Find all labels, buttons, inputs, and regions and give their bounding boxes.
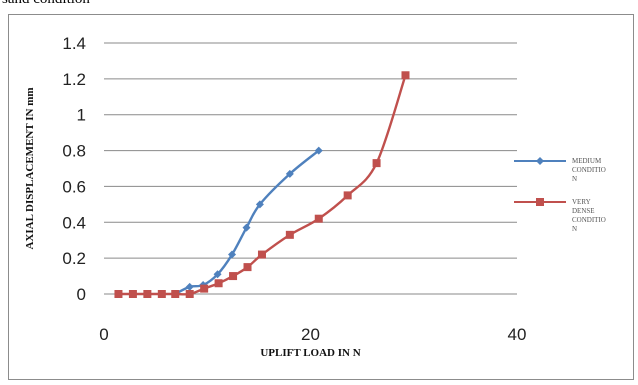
data-point-diamond [228,250,237,259]
y-tick-label: 1 [77,106,86,125]
y-tick-label: 1.4 [62,34,86,53]
data-point-square [536,198,544,206]
x-tick-label: 0 [99,325,108,344]
data-point-diamond [314,146,323,155]
data-point-diamond [242,223,251,232]
y-tick-label: 0.2 [62,249,86,268]
y-tick-label: 0.4 [62,213,86,232]
series-line [118,74,407,296]
data-point-square [128,290,137,298]
legend-label: DENSE [572,207,595,215]
legend-label: N [572,225,577,233]
data-point-diamond [536,157,544,165]
legend-label: N [572,175,577,183]
data-point-square [200,284,209,293]
data-point-square [257,250,266,259]
data-point-square [343,191,352,200]
y-tick-label: 1.2 [62,70,86,89]
data-point-diamond [255,200,264,209]
data-point-square [157,290,166,298]
data-point-square [285,230,294,239]
legend-label: VERY [572,198,591,206]
x-tick-label: 40 [508,325,527,344]
data-point-square [114,290,123,298]
legend-label: CONDITIO [572,216,606,224]
data-point-square [143,290,152,298]
y-axis-title: AXIAL DISPLACEMENT IN mm [24,87,36,249]
series-layer [114,71,410,298]
legend-label: MEDIUM [572,157,602,165]
data-point-square [243,263,252,272]
y-tick-label: 0.6 [62,177,86,196]
y-tick-labels: 0 0.2 0.4 0.6 0.8 1 1.2 1.4 [62,34,86,304]
data-point-square [171,290,180,298]
line-chart: 0 0.2 0.4 0.6 0.8 1 1.2 1.4 0 20 40 AXIAL DISPLAC… [24,34,606,359]
x-axis-title: UPLIFT LOAD IN N [260,347,360,359]
y-tick-label: 0.8 [62,142,86,161]
data-point-square [401,71,410,80]
data-point-diamond [213,270,222,279]
series-2 [114,71,410,298]
figure-caption: sand condition [2,0,90,8]
chart-frame: 0 0.2 0.4 0.6 0.8 1 1.2 1.4 0 20 40 AXIAL DISPLAC… [8,14,634,380]
legend-label: CONDITIO [572,166,606,174]
x-tick-label: 20 [301,325,320,344]
y-tick-label: 0 [77,285,86,304]
data-point-square [185,290,194,298]
x-tick-labels: 0 20 40 [99,325,526,344]
data-point-square [314,214,323,223]
data-point-square [214,279,223,288]
data-point-diamond [285,169,294,178]
data-point-square [229,272,238,281]
data-point-diamond [185,282,194,291]
data-point-square [372,159,381,168]
gridlines [104,42,517,295]
